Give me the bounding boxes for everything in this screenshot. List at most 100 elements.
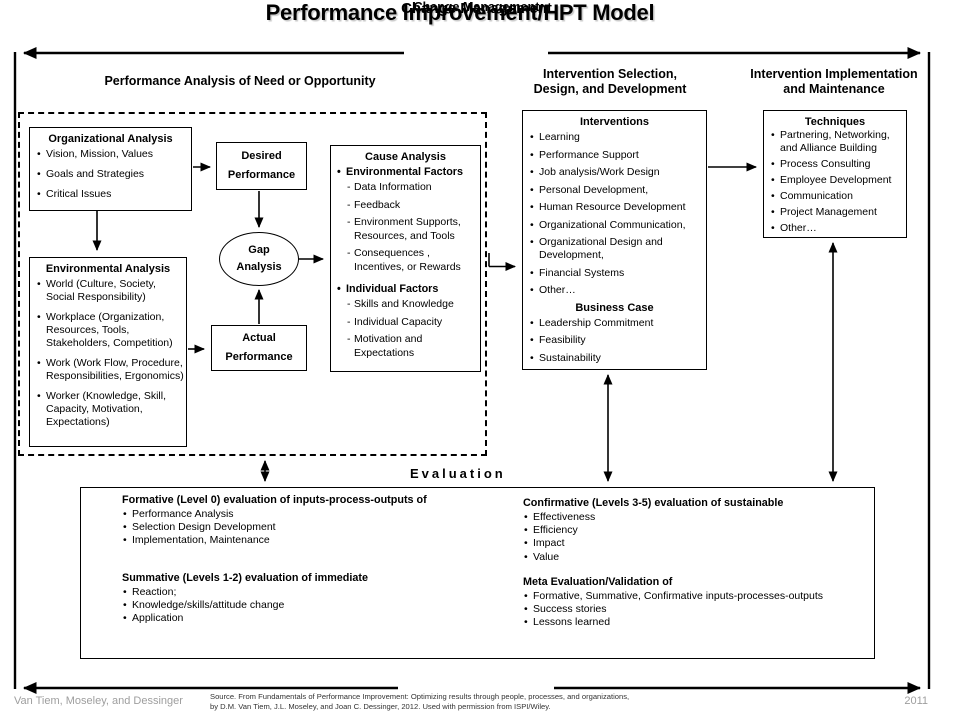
list-item: Individual Capacity [347, 316, 478, 330]
list-item: Feedback [347, 199, 478, 213]
evaluation-label: Evaluation [410, 466, 506, 481]
actual-performance-label: Performance [225, 351, 293, 363]
header-line: Design, and Development [533, 82, 687, 96]
confirmative-list: Effectiveness Efficiency Impact Value [523, 511, 873, 564]
header-line: Intervention Implementation [750, 67, 918, 81]
list-item: Feasibility [530, 334, 702, 347]
footer-source: Source. From Fundamentals of Performance… [210, 692, 730, 711]
environmental-analysis-title: Environmental Analysis [45, 263, 171, 275]
formative-heading: Formative (Level 0) evaluation of inputs… [122, 494, 427, 506]
list-item: Impact [523, 537, 873, 550]
techniques-title: Techniques [804, 116, 866, 128]
business-case-list: Leadership Commitment Feasibility Sustai… [523, 317, 706, 365]
list-item: Workplace (Organization, Resources, Tool… [37, 311, 184, 350]
evaluation-left-column: Formative (Level 0) evaluation of inputs… [122, 494, 517, 625]
list-item: Goals and Strategies [37, 168, 187, 181]
list-item: Other… [530, 284, 702, 297]
techniques-box: Techniques Partnering, Networking, and A… [763, 110, 907, 238]
list-item: Personal Development, [530, 184, 702, 197]
list-item: Efficiency [523, 524, 873, 537]
actual-performance-label: Actual [242, 332, 276, 344]
footer-source-line: by D.M. Van Tiem, J.L. Moseley, and Joan… [210, 701, 551, 711]
list-item: Motivation and Expectations [347, 333, 478, 360]
gap-analysis-ellipse: Gap Analysis [219, 232, 299, 286]
column-header-intervention-implementation: Intervention Implementation and Maintena… [738, 67, 930, 97]
confirmative-heading: Confirmative (Levels 3-5) evaluation of … [523, 497, 784, 509]
list-item: Success stories [523, 603, 873, 616]
list-item: Critical Issues [37, 188, 187, 201]
footer-year: 2011 [904, 695, 928, 707]
column-header-performance-analysis: Performance Analysis of Need or Opportun… [104, 74, 376, 88]
list-item: Reaction; [122, 586, 517, 599]
list-item: Human Resource Development [530, 201, 702, 214]
interventions-title: Interventions [579, 116, 650, 128]
footer-source-line: Source. From Fundamentals of Performance… [210, 692, 630, 701]
summative-list: Reaction; Knowledge/skills/attitude chan… [122, 586, 517, 626]
cause-analysis-box: Cause Analysis Environmental Factors Dat… [330, 145, 481, 372]
list-item: Communication [771, 190, 902, 203]
list-item: Performance Analysis [122, 508, 517, 521]
desired-performance-box: Desired Performance [216, 142, 307, 190]
individual-factors-list: Skills and Knowledge Individual Capacity… [331, 298, 480, 360]
top-change-management-label: Change Management [413, 0, 540, 14]
bottom-change-management-label: Change Management [401, 0, 552, 17]
footer-authors: Van Tiem, Moseley, and Dessinger [14, 695, 183, 707]
list-item: Application [122, 612, 517, 625]
performance-analysis-dashed-region [18, 112, 487, 456]
list-item: Employee Development [771, 174, 902, 187]
list-item: Worker (Knowledge, Skill, Capacity, Moti… [37, 390, 184, 429]
interventions-list: Learning Performance Support Job analysi… [523, 131, 706, 297]
list-item: Environment Supports, Resources, and Too… [347, 216, 478, 243]
list-item: Other… [771, 222, 902, 235]
meta-evaluation-heading: Meta Evaluation/Validation of [523, 575, 673, 588]
header-line: and Maintenance [783, 82, 885, 96]
organizational-analysis-box: Organizational Analysis Vision, Mission,… [29, 127, 192, 211]
list-item: Implementation, Maintenance [122, 534, 517, 547]
meta-evaluation-list: Formative, Summative, Confirmative input… [523, 590, 873, 630]
header-line: Intervention Selection, [542, 67, 678, 81]
actual-performance-box: Actual Performance [211, 325, 307, 371]
list-item: Organizational Design and Development, [530, 236, 702, 262]
list-item: Vision, Mission, Values [37, 148, 187, 161]
techniques-list: Partnering, Networking, and Alliance Bui… [764, 129, 906, 235]
environmental-analysis-box: Environmental Analysis World (Culture, S… [29, 257, 187, 447]
environmental-factors-label: Environmental Factors [337, 166, 478, 179]
list-item: Data Information [347, 181, 478, 195]
desired-performance-label: Performance [227, 169, 296, 181]
list-item: Lessons learned [523, 616, 873, 629]
list-item: World (Culture, Society, Social Responsi… [37, 278, 184, 304]
desired-performance-label: Desired [241, 150, 282, 162]
list-item: Project Management [771, 206, 902, 219]
individual-factors-label: Individual Factors [337, 283, 478, 296]
list-item: Process Consulting [771, 158, 902, 171]
interventions-box: Interventions Learning Performance Suppo… [522, 110, 707, 370]
business-case-subtitle: Business Case [575, 301, 654, 314]
list-item: Effectiveness [523, 511, 873, 524]
organizational-analysis-list: Vision, Mission, Values Goals and Strate… [30, 148, 191, 201]
environmental-analysis-list: World (Culture, Society, Social Responsi… [30, 278, 186, 429]
gap-analysis-label: Gap [248, 244, 270, 256]
gap-analysis-label: Analysis [236, 261, 282, 273]
list-item: Partnering, Networking, and Alliance Bui… [771, 129, 902, 155]
list-item: Work (Work Flow, Procedure, Responsibili… [37, 357, 184, 383]
list-item: Skills and Knowledge [347, 298, 478, 312]
summative-heading: Summative (Levels 1-2) evaluation of imm… [122, 571, 369, 584]
diagram-title: Performance Improvement/HPT Model [265, 0, 655, 25]
list-item: Value [523, 551, 873, 564]
list-item: Performance Support [530, 149, 702, 162]
list-item: Knowledge/skills/attitude change [122, 599, 517, 612]
list-item: Job analysis/Work Design [530, 166, 702, 179]
column-header-intervention-selection: Intervention Selection, Design, and Deve… [515, 67, 705, 97]
environmental-factors-list: Data Information Feedback Environment Su… [331, 181, 480, 274]
list-item: Selection Design Development [122, 521, 517, 534]
list-item: Sustainability [530, 352, 702, 365]
evaluation-right-column: Confirmative (Levels 3-5) evaluation of … [523, 497, 873, 630]
list-item: Learning [530, 131, 702, 144]
list-item: Organizational Communication, [530, 219, 702, 232]
list-item: Consequences , Incentives, or Rewards [347, 247, 478, 274]
formative-list: Performance Analysis Selection Design De… [122, 508, 517, 548]
cause-analysis-title: Cause Analysis [365, 151, 446, 163]
organizational-analysis-title: Organizational Analysis [48, 133, 173, 145]
list-item: Formative, Summative, Confirmative input… [523, 590, 873, 603]
